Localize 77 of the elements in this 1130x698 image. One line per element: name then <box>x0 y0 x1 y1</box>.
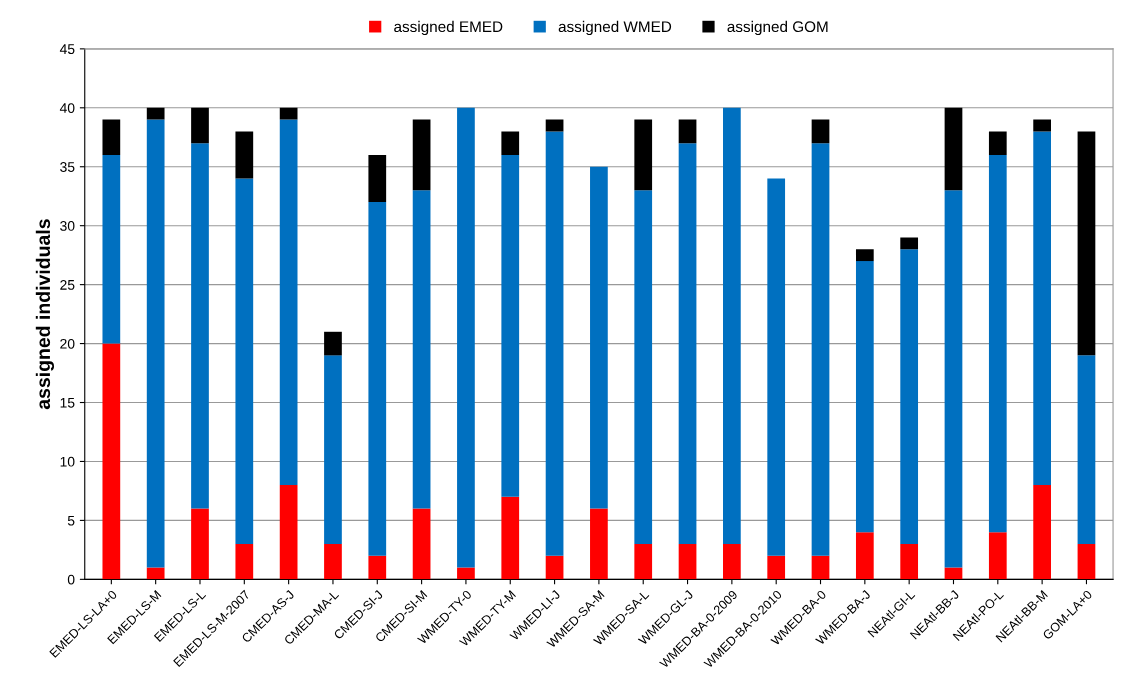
bar <box>324 331 342 356</box>
bar <box>191 143 209 509</box>
bar <box>590 166 608 509</box>
y-tick-label: 30 <box>60 221 75 231</box>
bar <box>1077 355 1096 544</box>
bar <box>944 107 963 191</box>
y-tick-label: 25 <box>60 279 75 290</box>
y-tick-label: 20 <box>60 338 75 349</box>
bar <box>900 237 919 250</box>
bar <box>545 555 564 580</box>
bar <box>146 107 165 120</box>
bar <box>590 508 608 580</box>
bar <box>634 119 653 191</box>
bar <box>146 119 165 568</box>
legend-label: assigned EMED <box>394 20 503 36</box>
bar <box>235 131 254 179</box>
bar <box>988 532 1007 580</box>
bar <box>191 107 209 144</box>
bar <box>634 543 653 580</box>
bar <box>191 508 209 580</box>
bar <box>723 543 741 580</box>
bar <box>368 154 387 203</box>
y-tick-label: 35 <box>60 162 75 172</box>
y-tick-label: 40 <box>59 103 75 113</box>
bar <box>412 508 431 580</box>
bar <box>1033 131 1051 486</box>
bar <box>457 567 475 580</box>
bar <box>811 555 830 580</box>
bar <box>412 190 431 509</box>
bar <box>412 119 431 191</box>
y-tick-label: 5 <box>67 515 75 526</box>
bar <box>457 107 475 568</box>
y-tick-label: 0 <box>67 574 75 585</box>
legend-label: assigned GOM <box>727 20 828 36</box>
bar <box>723 107 741 544</box>
bar <box>235 178 254 544</box>
bar <box>279 119 298 486</box>
bar <box>944 190 963 568</box>
bar <box>855 261 874 533</box>
bar <box>900 543 919 580</box>
bar <box>900 249 919 544</box>
bar <box>324 543 342 580</box>
bar <box>767 178 786 556</box>
legend-label: assigned WMED <box>558 20 672 36</box>
bar <box>324 355 342 544</box>
bar <box>634 190 653 544</box>
bar <box>146 567 165 580</box>
bar <box>368 202 387 556</box>
bar <box>1077 131 1096 356</box>
bar <box>678 143 697 544</box>
bar <box>102 343 121 580</box>
bar <box>235 543 254 580</box>
y-tick-label: 15 <box>60 397 75 408</box>
bar <box>501 496 520 580</box>
bar <box>1033 119 1051 132</box>
bar <box>279 107 298 120</box>
bar <box>988 154 1007 533</box>
bar <box>811 143 830 556</box>
bar <box>678 543 697 580</box>
bar <box>501 154 520 497</box>
y-tick-label: 45 <box>59 44 75 55</box>
bar <box>1077 543 1096 580</box>
bar <box>988 131 1007 155</box>
bar <box>855 249 874 262</box>
bar <box>501 131 520 155</box>
bar <box>368 555 387 580</box>
y-axis-title: assigned individuals <box>35 219 55 410</box>
bar <box>767 555 786 580</box>
y-tick-label: 10 <box>60 456 75 467</box>
bar <box>811 119 830 144</box>
bar <box>279 485 298 580</box>
bar <box>545 131 564 556</box>
bar <box>102 119 121 155</box>
bar <box>1033 485 1051 580</box>
bar <box>102 154 121 344</box>
bar <box>855 532 874 580</box>
bar <box>678 119 697 144</box>
